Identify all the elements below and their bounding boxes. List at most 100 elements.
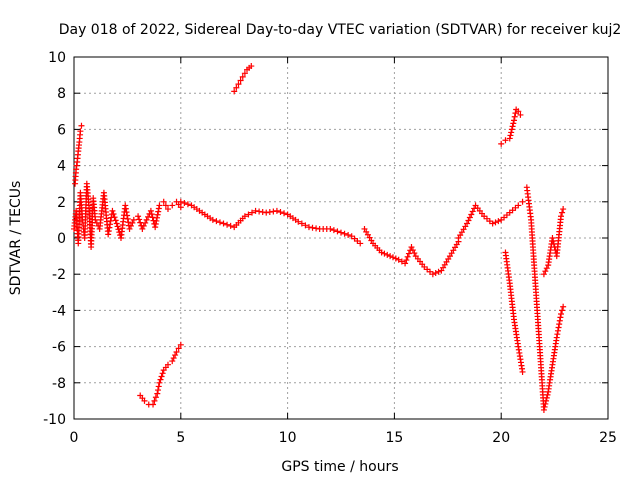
point-rise-18-21h <box>469 208 476 215</box>
point-low-arc-3-5h <box>152 394 159 401</box>
point-main-band-0-5h <box>147 207 154 214</box>
point-high-arc-8h <box>233 84 240 91</box>
point-main-band-0-5h <box>162 202 169 209</box>
point-v-dip-21-23h <box>543 397 550 404</box>
point-v-right-branch <box>549 235 556 241</box>
point-main-band-0-5h <box>130 216 137 223</box>
point-early-spike <box>78 122 85 129</box>
point-main-band-0-5h <box>142 219 149 226</box>
point-high-arc-8h <box>231 88 238 95</box>
point-main-band-0-5h <box>115 226 122 233</box>
point-main-band-5-13h <box>184 201 191 208</box>
point-main-band-0-5h <box>92 216 99 223</box>
point-main-band-0-5h <box>106 224 113 231</box>
y-axis-label: SDTVAR / TECUs <box>8 181 24 296</box>
point-arc-20-21h <box>511 117 518 124</box>
point-main-band-5-13h <box>216 219 223 226</box>
point-rise-18-21h <box>489 220 496 227</box>
point-arc-20-21h <box>517 111 524 118</box>
point-low-arc-3-5h <box>141 397 148 404</box>
point-main-band-5-13h <box>357 240 364 247</box>
point-arc-20-21h <box>508 126 515 133</box>
point-low-arc-3-5h <box>173 349 180 356</box>
point-main-band-0-5h <box>129 219 136 226</box>
point-dip-13-18h <box>395 256 402 263</box>
axis-ticks: 0 5 10 15 20 25 -10 -8 -6 -4 -2 0 2 4 6 8 10 <box>43 50 617 446</box>
point-main-band-0-5h <box>127 222 134 229</box>
point-main-band-5-13h <box>273 207 280 214</box>
point-early-spike <box>77 128 84 135</box>
point-dip-13-18h <box>389 254 396 261</box>
point-main-band-0-5h <box>160 198 167 205</box>
point-v-dip-21-23h <box>540 406 547 413</box>
chart-title: Day 018 of 2022, Sidereal Day-to-day VTE… <box>59 22 622 38</box>
point-drop-20h <box>519 368 526 375</box>
point-dip-13-18h <box>404 253 411 260</box>
point-main-band-5-13h <box>181 200 188 207</box>
point-low-arc-3-5h <box>177 341 184 348</box>
point-rise-18-21h <box>519 198 526 205</box>
point-v-right-branch <box>550 238 557 245</box>
point-v-dip-21-23h <box>541 403 548 410</box>
point-arc-20-21h <box>506 135 513 142</box>
x-tick-label: 25 <box>599 430 617 446</box>
point-main-band-5-13h <box>281 210 288 217</box>
point-main-band-0-5h <box>126 225 133 232</box>
point-v-dip-21-23h <box>556 321 563 328</box>
point-dip-13-18h <box>384 251 391 258</box>
point-main-band-0-5h <box>112 217 119 224</box>
y-tick-label: 8 <box>57 86 66 102</box>
point-main-band-5-13h <box>245 211 252 218</box>
y-tick-label: -2 <box>52 267 66 283</box>
point-main-band-5-13h <box>330 227 337 234</box>
point-main-band-5-13h <box>305 224 312 231</box>
point-main-band-5-13h <box>345 231 352 238</box>
point-v-dip-21-23h <box>559 307 566 314</box>
point-main-band-5-13h <box>338 229 344 236</box>
point-main-band-5-13h <box>213 218 220 225</box>
point-main-band-5-13h <box>224 221 231 228</box>
y-tick-label: 2 <box>57 195 66 211</box>
point-main-band-0-5h <box>123 209 130 216</box>
point-dip-13-18h <box>403 257 410 264</box>
point-main-band-5-13h <box>295 218 302 225</box>
point-main-band-0-5h <box>164 206 171 213</box>
point-main-band-5-13h <box>341 230 348 237</box>
point-main-band-0-5h <box>155 205 162 212</box>
point-v-right-branch <box>559 209 566 216</box>
point-low-arc-3-5h <box>172 352 179 359</box>
point-arc-20-21h <box>509 123 516 130</box>
point-main-band-0-5h <box>154 211 161 218</box>
point-dip-13-18h <box>387 253 394 260</box>
point-v-dip-21-23h <box>558 311 565 318</box>
x-tick-label: 10 <box>279 430 297 446</box>
y-tick-label: -8 <box>52 376 66 392</box>
x-tick-label: 0 <box>70 430 79 446</box>
point-v-dip-21-23h <box>554 327 561 334</box>
point-main-band-5-13h <box>241 213 248 220</box>
point-rise-18-21h <box>466 214 473 221</box>
point-low-arc-3-5h <box>169 358 176 365</box>
point-main-band-5-13h <box>313 225 320 232</box>
y-tick-label: 10 <box>48 50 66 66</box>
point-dip-13-18h <box>398 258 405 265</box>
point-rise-18-21h <box>492 219 499 226</box>
point-main-band-0-5h <box>114 223 121 230</box>
point-dip-13-18h <box>392 255 399 262</box>
point-arc-20-21h <box>515 108 522 115</box>
point-v-dip-21-23h <box>554 331 561 338</box>
point-main-band-0-5h <box>155 208 162 215</box>
point-main-band-0-5h <box>122 202 129 209</box>
point-low-arc-3-5h <box>157 376 164 383</box>
point-main-band-5-13h <box>220 220 227 227</box>
point-dip-13-18h <box>381 250 388 257</box>
point-main-band-0-5h <box>169 202 176 209</box>
point-main-band-0-5h <box>124 212 131 219</box>
point-main-band-0-5h <box>143 216 150 223</box>
x-tick-label: 5 <box>176 430 185 446</box>
point-main-band-5-13h <box>266 209 273 216</box>
point-main-band-5-13h <box>270 208 277 215</box>
grid <box>74 57 608 419</box>
point-arc-20-21h <box>498 140 505 147</box>
point-main-band-0-5h <box>111 214 118 221</box>
